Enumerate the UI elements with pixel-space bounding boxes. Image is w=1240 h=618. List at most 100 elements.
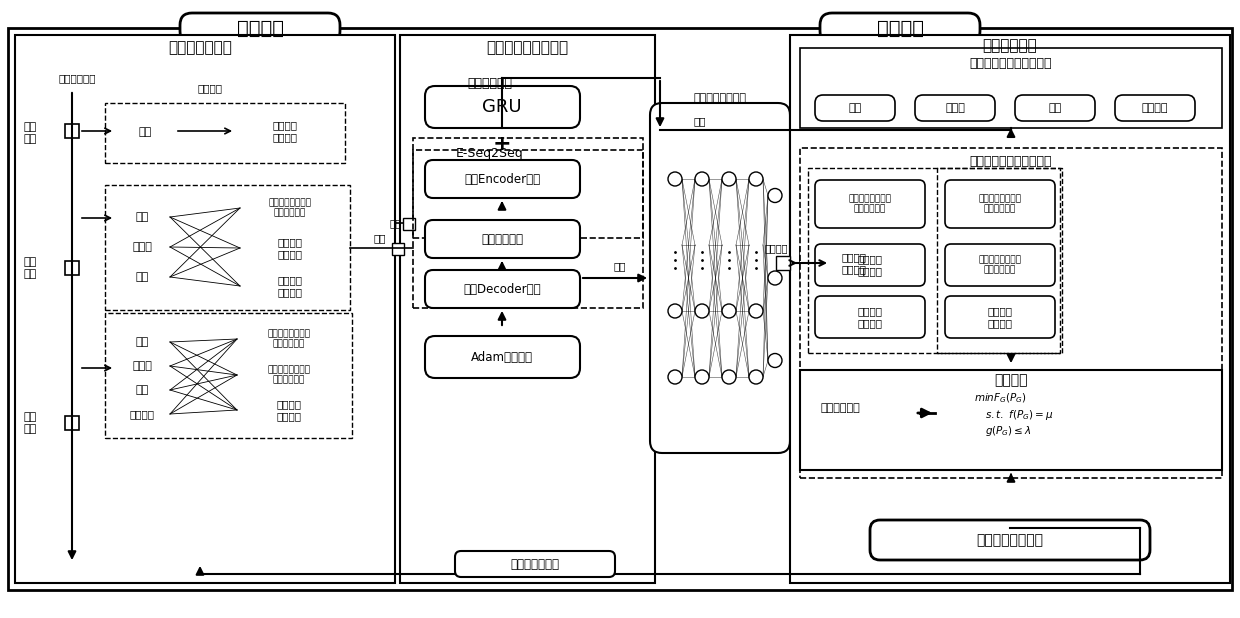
Text: 机组组合决策方案: 机组组合决策方案: [977, 533, 1044, 547]
FancyBboxPatch shape: [241, 191, 340, 225]
Text: 火电机组
调度方案: 火电机组 调度方案: [842, 252, 867, 274]
Circle shape: [694, 172, 709, 186]
Text: 全连接拓展层: 全连接拓展层: [481, 232, 523, 245]
Bar: [105, 103, 345, 163]
Text: 风电机组
调度方案: 风电机组 调度方案: [277, 399, 301, 421]
FancyBboxPatch shape: [425, 86, 580, 128]
FancyBboxPatch shape: [237, 394, 342, 426]
Text: 训练: 训练: [373, 233, 386, 243]
FancyBboxPatch shape: [815, 180, 925, 228]
Text: 决策输出: 决策输出: [765, 243, 787, 253]
Text: 机组组合映射模型: 机组组合映射模型: [693, 93, 746, 103]
Circle shape: [749, 172, 763, 186]
FancyBboxPatch shape: [236, 112, 335, 150]
Text: 火电机组调度方案
（机组检修）: 火电机组调度方案 （机组检修）: [268, 329, 310, 349]
Circle shape: [722, 172, 737, 186]
Text: GRU: GRU: [482, 98, 522, 116]
Text: 输入: 输入: [614, 261, 626, 271]
Circle shape: [668, 370, 682, 384]
Text: 输入: 输入: [693, 116, 707, 126]
FancyBboxPatch shape: [1115, 95, 1195, 121]
Circle shape: [768, 271, 782, 285]
FancyBboxPatch shape: [425, 160, 580, 198]
Text: 风速: 风速: [135, 272, 149, 282]
FancyBboxPatch shape: [945, 244, 1055, 286]
FancyBboxPatch shape: [815, 95, 895, 121]
FancyBboxPatch shape: [237, 323, 342, 355]
Text: 风电机组
调度方案: 风电机组 调度方案: [278, 275, 303, 297]
Text: 火电机组调度方案
（新增机组）: 火电机组调度方案 （新增机组）: [848, 194, 892, 214]
Text: E-Seq2Seq: E-Seq2Seq: [456, 146, 523, 159]
Circle shape: [668, 304, 682, 318]
Text: 水流量: 水流量: [133, 361, 153, 371]
Text: 深度学习模型: 深度学习模型: [467, 77, 512, 90]
FancyBboxPatch shape: [115, 356, 170, 376]
Text: 风速: 风速: [1048, 103, 1061, 113]
FancyBboxPatch shape: [7, 28, 1233, 590]
FancyBboxPatch shape: [115, 236, 170, 258]
FancyBboxPatch shape: [425, 270, 580, 308]
FancyBboxPatch shape: [945, 296, 1055, 338]
FancyBboxPatch shape: [650, 103, 790, 453]
FancyBboxPatch shape: [392, 243, 404, 255]
Circle shape: [668, 172, 682, 186]
FancyBboxPatch shape: [241, 269, 340, 303]
Text: 水电机组
调度方案: 水电机组 调度方案: [858, 254, 883, 276]
Text: 训练: 训练: [389, 218, 402, 228]
FancyBboxPatch shape: [115, 266, 170, 288]
Text: 深度学习模型的决策输出: 深度学习模型的决策输出: [970, 154, 1053, 167]
FancyBboxPatch shape: [115, 118, 175, 146]
Text: 最优潮流模型: 最优潮流模型: [820, 403, 859, 413]
Text: $s.t.\ f(P_G)=\mu$: $s.t.\ f(P_G)=\mu$: [985, 408, 1053, 422]
Bar: [937, 168, 1061, 353]
Bar: [413, 138, 644, 308]
FancyBboxPatch shape: [455, 551, 615, 577]
FancyBboxPatch shape: [915, 95, 994, 121]
Text: 火电机组
调度方案: 火电机组 调度方案: [273, 120, 298, 142]
Text: 水流量: 水流量: [133, 242, 153, 252]
Text: 电力系统发展: 电力系统发展: [58, 73, 95, 83]
FancyBboxPatch shape: [790, 35, 1230, 583]
Text: $g(P_G)\leq\lambda$: $g(P_G)\leq\lambda$: [985, 424, 1032, 438]
FancyBboxPatch shape: [815, 244, 925, 286]
Bar: [808, 168, 1060, 353]
Bar: [105, 185, 350, 310]
Text: 水电机组调度方案
（机组检修）: 水电机组调度方案 （机组检修）: [268, 365, 310, 384]
FancyBboxPatch shape: [820, 13, 980, 43]
Text: 水电机组调度方案
（机组检修）: 水电机组调度方案 （机组检修）: [978, 255, 1022, 274]
Text: 检修信息: 检修信息: [1142, 103, 1168, 113]
Text: 负荷: 负荷: [848, 103, 862, 113]
Circle shape: [722, 304, 737, 318]
Text: 数据结构: 数据结构: [197, 83, 222, 93]
Text: 第三
阶段: 第三 阶段: [24, 412, 37, 434]
Text: 历史数据的积累: 历史数据的积累: [511, 557, 559, 570]
Text: 深度学习模型的构建: 深度学习模型的构建: [486, 41, 568, 56]
FancyBboxPatch shape: [64, 261, 79, 275]
Circle shape: [694, 370, 709, 384]
Text: 负荷: 负荷: [135, 212, 149, 222]
FancyBboxPatch shape: [403, 218, 415, 230]
Circle shape: [722, 370, 737, 384]
FancyBboxPatch shape: [115, 380, 170, 400]
Text: 水电机组
调度方案: 水电机组 调度方案: [278, 237, 303, 259]
FancyBboxPatch shape: [870, 520, 1149, 560]
Circle shape: [694, 304, 709, 318]
Text: 负荷: 负荷: [135, 337, 149, 347]
FancyBboxPatch shape: [115, 404, 170, 424]
Text: 第一
阶段: 第一 阶段: [24, 122, 37, 144]
FancyBboxPatch shape: [1016, 95, 1095, 121]
FancyBboxPatch shape: [815, 296, 925, 338]
FancyBboxPatch shape: [401, 35, 655, 583]
FancyBboxPatch shape: [800, 243, 908, 283]
Text: 多重Decoder架构: 多重Decoder架构: [464, 282, 541, 295]
FancyBboxPatch shape: [776, 256, 790, 270]
Text: Adam优化算法: Adam优化算法: [471, 350, 533, 363]
Text: $minF_G(P_G)$: $minF_G(P_G)$: [973, 391, 1027, 405]
Text: 火电机组调度方案
（新增机组）: 火电机组调度方案 （新增机组）: [269, 198, 311, 218]
Text: 第二
阶段: 第二 阶段: [24, 257, 37, 279]
Text: 风电机组
调度方案: 风电机组 调度方案: [987, 306, 1013, 328]
Circle shape: [749, 370, 763, 384]
Text: 水流量: 水流量: [945, 103, 965, 113]
Text: 风速: 风速: [135, 385, 149, 395]
FancyBboxPatch shape: [64, 416, 79, 430]
